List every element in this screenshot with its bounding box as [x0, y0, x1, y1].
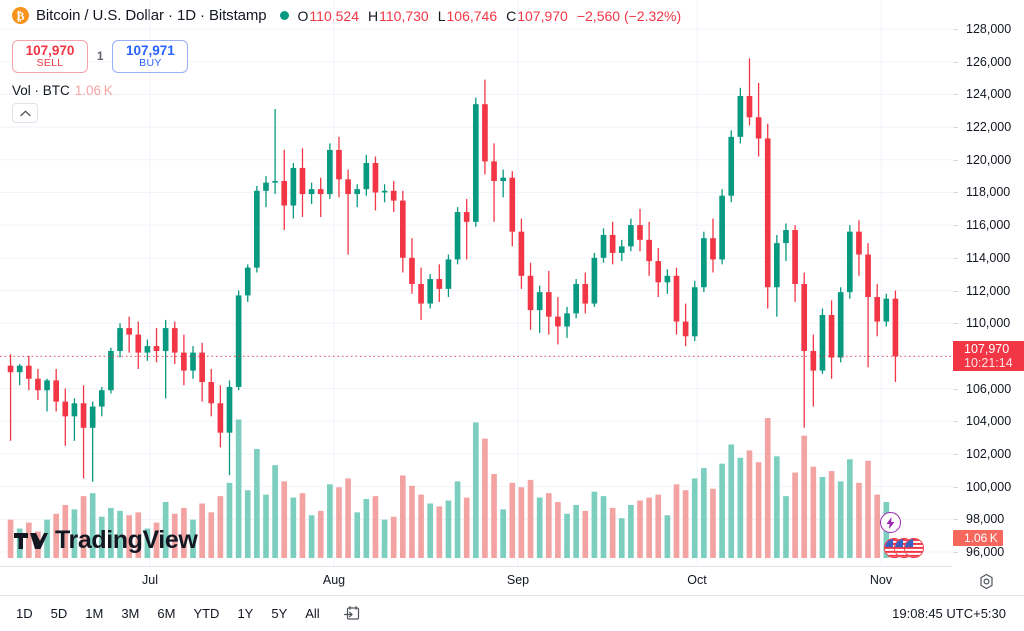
low-value: 106,746 — [446, 7, 498, 24]
price-axis[interactable]: 128,000 126,000 124,000 122,000 120,000 118,0… — [952, 0, 1024, 589]
lightning-bolt-icon — [886, 516, 895, 529]
sell-button[interactable]: 107,970 SELL — [12, 40, 88, 73]
volume-legend-title: Vol · BTC — [12, 83, 70, 98]
clock-display[interactable]: 19:08:45 UTC+5:30 — [892, 606, 1006, 621]
sell-price: 107,970 — [25, 42, 75, 58]
timeframe-list: 1D 5D 1M 3M 6M YTD 1Y 5Y All — [0, 603, 328, 624]
bitcoin-icon: ₿ — [12, 7, 29, 24]
price-axis-tick: 96,000 — [953, 545, 1024, 559]
price-axis-tick: 120,000 — [953, 153, 1024, 167]
time-axis-tick: Jul — [142, 573, 158, 587]
price-axis-tick: 104,000 — [953, 414, 1024, 428]
trade-buttons: 107,970 SELL 1 107,971 BUY — [12, 40, 189, 73]
buy-button[interactable]: 107,971 BUY — [112, 40, 189, 73]
price-axis-tick: 110,000 — [953, 316, 1024, 330]
spread-value: 1 — [97, 50, 104, 63]
axis-settings-button[interactable] — [975, 570, 997, 592]
time-axis-tick: Sep — [506, 573, 530, 587]
price-axis-tick: 100,000 — [953, 480, 1024, 494]
time-axis-tick: Nov — [869, 573, 893, 587]
timeframe-button-1y[interactable]: 1Y — [229, 603, 261, 624]
price-axis-tick: 122,000 — [953, 120, 1024, 134]
price-axis-tick: 124,000 — [953, 87, 1024, 101]
timeframe-button-all[interactable]: All — [297, 603, 327, 624]
timeframe-button-5y[interactable]: 5Y — [263, 603, 295, 624]
timeframe-button-ytd[interactable]: YTD — [185, 603, 227, 624]
collapse-pane-button[interactable] — [12, 103, 38, 123]
time-axis-tick: Oct — [687, 573, 707, 587]
buy-label: BUY — [139, 57, 162, 70]
goto-date-button[interactable] — [340, 602, 366, 626]
price-axis-tick: 126,000 — [953, 55, 1024, 69]
timeframe-button-6m[interactable]: 6M — [149, 603, 183, 624]
price-axis-tick: 116,000 — [953, 218, 1024, 232]
time-axis[interactable]: Jul Aug Sep Oct Nov — [0, 566, 952, 594]
high-value: 110,730 — [379, 7, 429, 24]
us-flag-icon — [905, 539, 923, 557]
price-axis-tick: 118,000 — [953, 185, 1024, 199]
price-axis-tick: 112,000 — [953, 284, 1024, 298]
goto-date-icon — [344, 606, 360, 620]
open-label: O — [297, 7, 309, 24]
low-label: L — [437, 7, 446, 24]
current-price-tag[interactable]: 107,970 10:21:14 — [953, 341, 1024, 372]
timeframe-button-1d[interactable]: 1D — [8, 603, 41, 624]
earnings-bolt-badge[interactable] — [880, 512, 901, 533]
bar-countdown: 10:21:14 — [964, 356, 1013, 371]
price-axis-tick: 102,000 — [953, 447, 1024, 461]
close-value: 107,970 — [517, 7, 568, 24]
chart-header: ₿ Bitcoin / U.S. Dollar · 1D · Bitstamp … — [0, 0, 1024, 31]
volume-value-tag: 1.06 K — [953, 530, 1003, 546]
symbol-title[interactable]: Bitcoin / U.S. Dollar · 1D · Bitstamp — [36, 7, 267, 24]
chevron-up-icon — [19, 109, 31, 116]
current-price-value: 107,970 — [964, 342, 1010, 357]
timeframe-button-5d[interactable]: 5D — [43, 603, 76, 624]
price-axis-tick: 128,000 — [953, 22, 1024, 36]
axis-settings-icon — [979, 573, 993, 589]
buy-price: 107,971 — [126, 42, 175, 58]
chart-canvas[interactable] — [0, 0, 952, 566]
price-axis-tick: 98,000 — [953, 512, 1024, 526]
timeframe-button-3m[interactable]: 3M — [113, 603, 147, 624]
high-label: H — [368, 7, 379, 24]
economic-event-flag-badge[interactable] — [904, 538, 924, 558]
volume-legend[interactable]: Vol · BTC 1.06 K — [12, 83, 113, 98]
market-open-dot — [279, 11, 289, 20]
price-axis-tick: 106,000 — [953, 382, 1024, 396]
change-value: −2,560 (−2.32%) — [576, 7, 682, 24]
time-axis-tick: Aug — [322, 573, 346, 587]
volume-legend-value: 1.06 K — [74, 83, 113, 98]
timeframe-button-1m[interactable]: 1M — [77, 603, 111, 624]
close-label: C — [506, 7, 517, 24]
price-axis-tick: 114,000 — [953, 251, 1024, 265]
bottom-toolbar: 1D 5D 1M 3M 6M YTD 1Y 5Y All 19:08:45 UTC+5:30 — [0, 595, 1024, 631]
sell-label: SELL — [36, 57, 64, 70]
